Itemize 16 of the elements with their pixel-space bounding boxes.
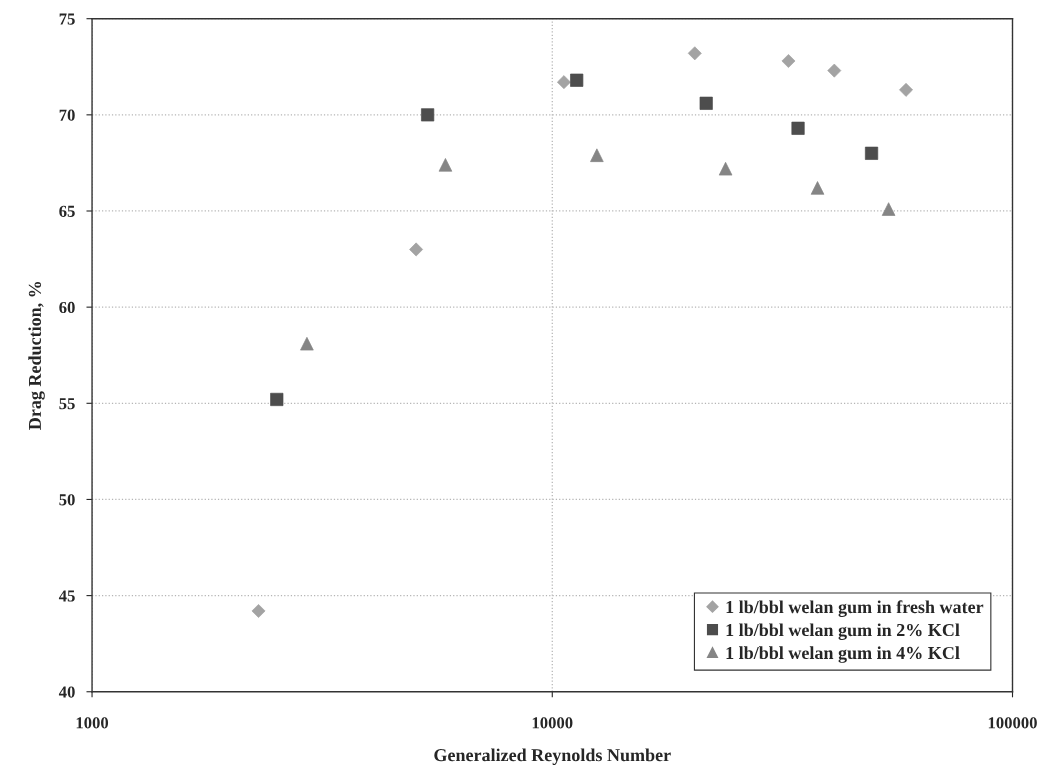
legend-label: 1 lb/bbl welan gum in 2% KCl [726, 623, 960, 640]
y-tick-label: 45 [58, 590, 75, 602]
y-tick-label: 75 [59, 13, 75, 25]
y-axis-title: Drag Reduction, % [28, 281, 45, 430]
x-tick-label: 100000 [988, 717, 1037, 729]
y-tick-label: 50 [59, 494, 75, 506]
y-tick-label: 70 [59, 109, 75, 121]
y-tick-label: 40 [58, 686, 75, 698]
x-axis-title: Generalized Reynolds Number [434, 748, 671, 765]
legend-label: 1 lb/bbl welan gum in 4% KCl [726, 646, 960, 663]
y-tick-label: 55 [59, 398, 75, 410]
x-tick-label: 1000 [76, 717, 109, 729]
legend-label: 1 lb/bbl welan gum in fresh water [726, 600, 984, 617]
y-tick-label: 60 [59, 301, 75, 314]
y-tick-label: 65 [59, 205, 75, 217]
x-tick-label: 10000 [532, 717, 573, 729]
